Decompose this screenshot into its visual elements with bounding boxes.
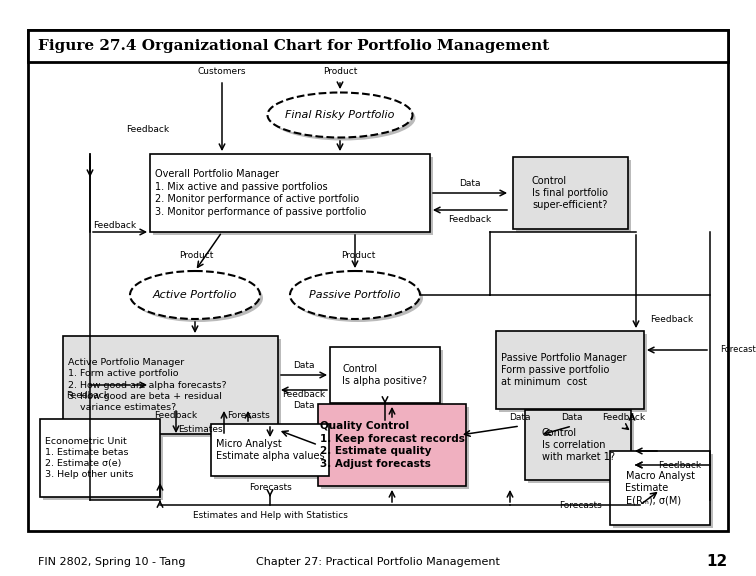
Ellipse shape bbox=[290, 271, 420, 319]
FancyBboxPatch shape bbox=[525, 410, 631, 480]
Text: Data: Data bbox=[510, 414, 531, 423]
FancyBboxPatch shape bbox=[43, 422, 163, 500]
FancyBboxPatch shape bbox=[214, 427, 332, 479]
FancyBboxPatch shape bbox=[610, 451, 710, 525]
Text: Control
Is alpha positive?: Control Is alpha positive? bbox=[342, 364, 427, 386]
Text: Forecasts: Forecasts bbox=[227, 411, 269, 419]
Text: Forecasts: Forecasts bbox=[249, 483, 291, 492]
FancyBboxPatch shape bbox=[40, 419, 160, 497]
Ellipse shape bbox=[268, 93, 413, 138]
Text: Feedback: Feedback bbox=[658, 460, 702, 469]
Text: Feedback: Feedback bbox=[448, 215, 491, 225]
FancyBboxPatch shape bbox=[150, 154, 430, 232]
Text: Figure 27.4 Organizational Chart for Portfolio Management: Figure 27.4 Organizational Chart for Por… bbox=[38, 39, 550, 53]
FancyBboxPatch shape bbox=[499, 334, 647, 412]
Ellipse shape bbox=[271, 96, 416, 141]
Text: 12: 12 bbox=[707, 555, 728, 570]
Text: Feedback: Feedback bbox=[603, 414, 646, 423]
Text: Control
Is correlation
with market 1?: Control Is correlation with market 1? bbox=[541, 427, 615, 463]
Text: Estimates and Help with Statistics: Estimates and Help with Statistics bbox=[193, 510, 348, 520]
Text: Overall Portfolio Manager
1. Mix active and passive portfolios
2. Monitor perfor: Overall Portfolio Manager 1. Mix active … bbox=[155, 169, 366, 217]
FancyBboxPatch shape bbox=[321, 407, 469, 489]
Text: Passive Portfolio: Passive Portfolio bbox=[309, 290, 401, 300]
FancyBboxPatch shape bbox=[528, 413, 634, 483]
Text: Product: Product bbox=[341, 251, 375, 260]
Text: Econometric Unit
1. Estimate betas
2. Estimate σ(e)
3. Help other units: Econometric Unit 1. Estimate betas 2. Es… bbox=[45, 437, 133, 479]
Text: Data: Data bbox=[561, 414, 583, 423]
Text: Estimates: Estimates bbox=[178, 426, 222, 434]
FancyBboxPatch shape bbox=[153, 157, 433, 235]
Text: Feedback: Feedback bbox=[126, 126, 169, 135]
FancyBboxPatch shape bbox=[63, 336, 277, 434]
Text: Macro Analyst
Estimate
E(Rₘ), σ(M): Macro Analyst Estimate E(Rₘ), σ(M) bbox=[625, 471, 695, 505]
Ellipse shape bbox=[133, 274, 263, 322]
FancyBboxPatch shape bbox=[66, 339, 280, 437]
Text: Final Risky Portfolio: Final Risky Portfolio bbox=[285, 110, 395, 120]
Ellipse shape bbox=[293, 274, 423, 322]
Text: Feedback: Feedback bbox=[67, 391, 110, 400]
FancyBboxPatch shape bbox=[513, 157, 627, 229]
Text: FIN 2802, Spring 10 - Tang: FIN 2802, Spring 10 - Tang bbox=[38, 557, 185, 567]
Ellipse shape bbox=[130, 271, 260, 319]
FancyBboxPatch shape bbox=[318, 404, 466, 486]
Text: Feedback: Feedback bbox=[154, 411, 197, 419]
Text: Data: Data bbox=[293, 361, 314, 369]
Text: Data: Data bbox=[459, 179, 481, 188]
FancyBboxPatch shape bbox=[330, 347, 440, 403]
Text: Micro Analyst
Estimate alpha values: Micro Analyst Estimate alpha values bbox=[215, 439, 324, 461]
Text: Forecasts: Forecasts bbox=[559, 501, 601, 510]
Text: Control
Is final portfolio
super-efficient?: Control Is final portfolio super-efficie… bbox=[532, 176, 608, 210]
Text: Quality Control
1. Keep forecast records
2. Estimate quality
3. Adjust forecasts: Quality Control 1. Keep forecast records… bbox=[320, 422, 464, 469]
Text: Product: Product bbox=[179, 251, 213, 260]
FancyBboxPatch shape bbox=[211, 424, 329, 476]
Text: Active Portfolio Manager
1. Form active portfolio
2. How good are alpha forecast: Active Portfolio Manager 1. Form active … bbox=[67, 358, 226, 412]
Text: Passive Portfolio Manager
Form passive portfolio
at minimum  cost: Passive Portfolio Manager Form passive p… bbox=[501, 353, 627, 388]
Text: Product: Product bbox=[323, 67, 357, 77]
Text: Feedback: Feedback bbox=[94, 221, 137, 229]
Text: Chapter 27: Practical Portfolio Management: Chapter 27: Practical Portfolio Manageme… bbox=[256, 557, 500, 567]
Text: Active Portfolio: Active Portfolio bbox=[153, 290, 237, 300]
FancyBboxPatch shape bbox=[496, 331, 644, 409]
FancyBboxPatch shape bbox=[516, 160, 631, 232]
Text: Feedback
Data: Feedback Data bbox=[283, 391, 326, 410]
FancyBboxPatch shape bbox=[613, 454, 713, 528]
FancyBboxPatch shape bbox=[28, 30, 728, 62]
FancyBboxPatch shape bbox=[28, 30, 728, 531]
Text: Customers: Customers bbox=[198, 67, 246, 77]
Text: Forecasts: Forecasts bbox=[720, 346, 756, 354]
FancyBboxPatch shape bbox=[333, 350, 443, 406]
Text: Feedback: Feedback bbox=[650, 316, 693, 324]
